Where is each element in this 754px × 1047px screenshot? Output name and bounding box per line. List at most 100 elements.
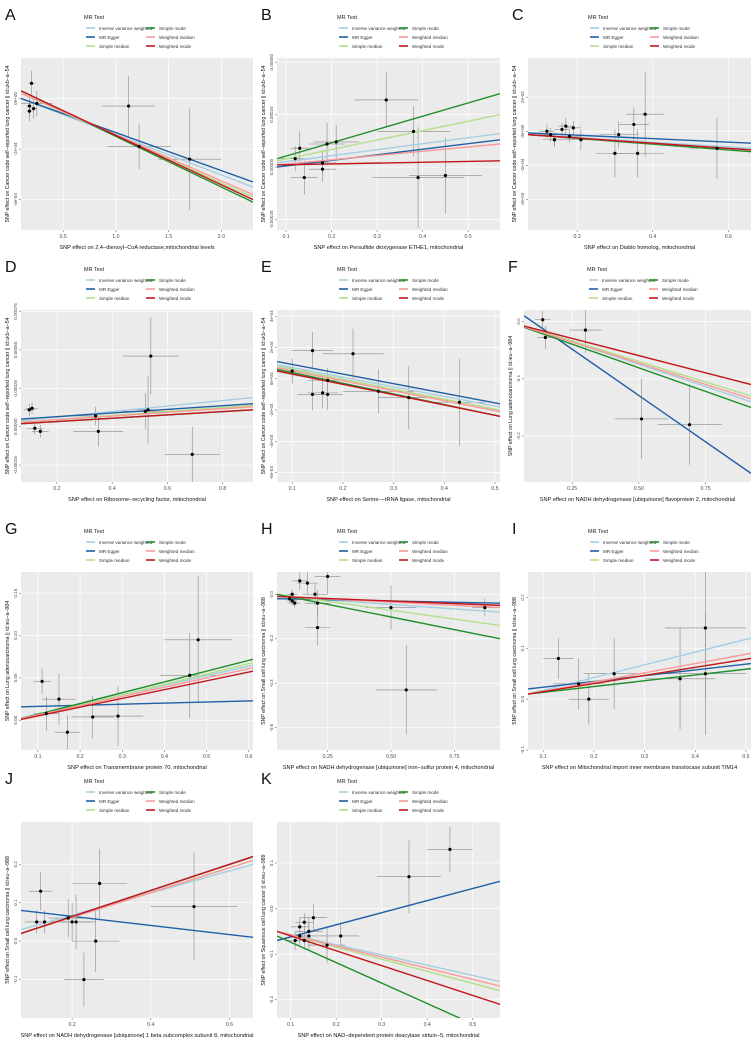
snp-point (571, 126, 575, 130)
x-tick-label: 0.4 (692, 754, 699, 760)
x-tick-label: 0.4 (649, 234, 656, 240)
snp-point (457, 400, 462, 404)
regression-line-mr-egger (528, 132, 751, 144)
y-tick-label: 0.00075 (13, 303, 18, 320)
snp-point (290, 592, 294, 596)
snp-point (613, 151, 617, 155)
snp-point (293, 938, 297, 943)
plot-content (524, 310, 751, 474)
legend-title: MR Test (84, 267, 105, 273)
regression-line-mr-egger (21, 909, 253, 938)
plot-panel (21, 310, 253, 482)
legend-item-label: Simple mode (159, 540, 186, 545)
snp-point (305, 581, 310, 585)
snp-point (320, 167, 325, 171)
x-axis-title: SNP effect on Persulfide dioxygenase ETH… (314, 245, 464, 251)
legend-item-label: Simple mode (412, 26, 439, 31)
legend-item-label: Simple mode (159, 278, 186, 283)
legend-item-label: Weighted mode (159, 296, 192, 301)
x-axis-title: SNP effect on Transmembrane protein 70, … (67, 765, 206, 771)
y-tick-label: -4e-04 (13, 193, 18, 207)
y-axis-title: SNP effect on Cancer code self−reported … (5, 317, 11, 474)
regression-line-mr-egger (277, 139, 500, 168)
plot-content (277, 826, 500, 1018)
regression-line-weighted-median (21, 667, 253, 720)
regression-line-inverse-variance-weighted (277, 930, 500, 983)
legend-item-label: Weighted mode (663, 44, 696, 49)
legend-item-label: Weighted median (412, 35, 448, 40)
snp-point (33, 426, 37, 430)
x-tick-label: 0.4 (161, 754, 168, 760)
snp-point (564, 124, 568, 128)
legend-item-label: Inverse variance weighted (99, 278, 153, 283)
regression-line-weighted-mode (524, 325, 751, 386)
snp-point (549, 133, 553, 137)
legend-item-label: Weighted median (412, 799, 448, 804)
y-axis-title: SNP effect on Squamous cell lung cancer … (261, 854, 267, 985)
y-tick-label: 0e+00 (269, 372, 274, 385)
y-tick-label: -0.1 (516, 374, 521, 382)
regression-line-weighted-mode (277, 595, 500, 607)
legend-item-label: Weighted median (159, 35, 195, 40)
snp-point (91, 715, 95, 719)
regression-line-mr-egger (21, 402, 253, 420)
snp-point (416, 175, 420, 180)
snp-point (30, 406, 34, 410)
x-tick-label: 0.25 (567, 486, 577, 492)
snp-point (298, 925, 302, 929)
legend-item-label: Weighted median (412, 549, 448, 554)
x-tick-label: 0.5 (491, 486, 498, 492)
x-tick-label: 0.5 (742, 754, 749, 760)
snp-point (288, 597, 292, 601)
snp-point (315, 626, 320, 630)
x-tick-label: 0.1 (287, 1022, 294, 1028)
snp-point (577, 682, 581, 686)
x-tick-label: 0.3 (390, 486, 397, 492)
snp-point (143, 409, 147, 413)
x-tick-label: 0.6 (245, 754, 252, 760)
panel-letter: J (5, 771, 13, 788)
gridlines (528, 58, 751, 230)
y-tick-label: 0.0 (516, 318, 521, 325)
legend-item-label: Weighted median (159, 549, 195, 554)
y-tick-label: -0.1 (520, 746, 525, 754)
regression-line-simple-median (277, 593, 500, 627)
legend-item-label: Simple median (99, 808, 130, 813)
regression-line-weighted-mode (21, 90, 253, 201)
x-tick-label: 0.5 (60, 234, 67, 240)
snp-point (137, 144, 141, 149)
snp-point (44, 711, 48, 716)
x-tick-label: 0.5 (465, 234, 472, 240)
plot-content (277, 72, 500, 228)
y-tick-label: -0.1 (13, 975, 18, 983)
snp-point (552, 138, 557, 142)
y-axis-title: SNP effect on Cancer code self−reported … (5, 65, 11, 222)
legend-item-label: Simple mode (412, 790, 439, 795)
legend-title: MR Test (587, 267, 608, 273)
legend: MR Test Inverse variance weighted Simple m… (337, 779, 448, 813)
legend-title: MR Test (337, 529, 358, 535)
legend: MR Test Inverse variance weighted Simple m… (337, 15, 448, 49)
y-axis-title: SNP effect on Cancer code self−reported … (512, 65, 518, 222)
regression-line-weighted-median (277, 930, 500, 987)
snp-point (57, 697, 61, 701)
panel-letter: K (261, 771, 272, 788)
snp-point (404, 688, 408, 692)
legend-item-label: MR Egger (352, 287, 373, 292)
snp-point (298, 579, 302, 583)
legend: MR Test Inverse variance weighted Simple m… (337, 267, 448, 301)
regression-line-simple-mode (277, 935, 462, 1018)
panel-letter: E (261, 259, 272, 276)
snp-point (556, 656, 561, 661)
y-tick-label: 0.00050 (269, 53, 274, 70)
snp-point (326, 392, 330, 397)
y-tick-label: -0.00025 (269, 210, 274, 229)
snp-point (325, 943, 329, 947)
panel-letter: B (261, 7, 272, 24)
legend-item-label: MR Egger (99, 35, 120, 40)
x-tick-label: 0.3 (641, 754, 648, 760)
snp-point (448, 847, 452, 851)
x-tick-label: 0.50 (634, 486, 644, 492)
gridlines (21, 822, 253, 1018)
